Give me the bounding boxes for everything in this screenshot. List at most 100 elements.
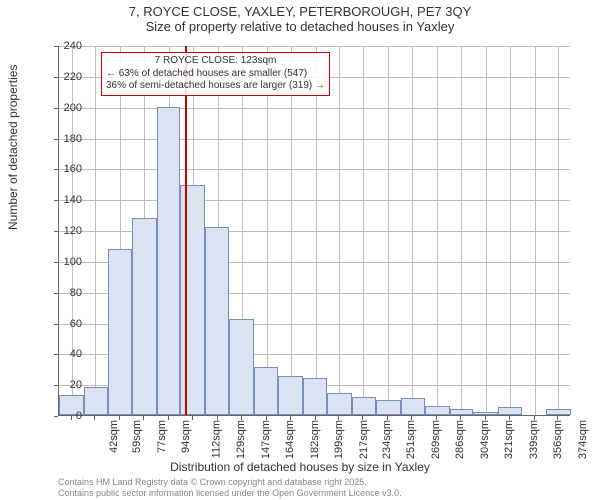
y-tick-mark xyxy=(54,416,58,417)
chart-title-block: 7, ROYCE CLOSE, YAXLEY, PETERBOROUGH, PE… xyxy=(0,4,600,34)
gridline-h xyxy=(59,139,570,140)
gridline-h xyxy=(59,200,570,201)
annotation-box: 7 ROYCE CLOSE: 123sqm← 63% of detached h… xyxy=(101,52,330,96)
plot-area: 7 ROYCE CLOSE: 123sqm← 63% of detached h… xyxy=(58,46,570,416)
gridline-v xyxy=(486,46,487,415)
x-tick-mark xyxy=(143,416,144,420)
x-tick-label: 251sqm xyxy=(405,420,417,459)
gridline-v xyxy=(412,46,413,415)
gridline-h xyxy=(59,108,570,109)
histogram-bar xyxy=(132,218,157,415)
chart-title-main: 7, ROYCE CLOSE, YAXLEY, PETERBOROUGH, PE… xyxy=(0,4,600,19)
x-tick-label: 182sqm xyxy=(309,420,321,459)
x-tick-label: 304sqm xyxy=(479,420,491,459)
x-tick-mark xyxy=(217,416,218,420)
x-tick-mark xyxy=(387,416,388,420)
x-tick-mark xyxy=(71,416,72,420)
footer-attribution: Contains HM Land Registry data © Crown c… xyxy=(58,477,402,498)
histogram-bar xyxy=(157,107,181,415)
x-tick-mark xyxy=(192,416,193,420)
x-tick-mark xyxy=(534,416,535,420)
gridline-v xyxy=(267,46,268,415)
y-tick-mark xyxy=(54,324,58,325)
x-tick-label: 94sqm xyxy=(180,420,192,453)
x-tick-mark xyxy=(436,416,437,420)
gridline-v xyxy=(363,46,364,415)
x-tick-label: 234sqm xyxy=(382,420,394,459)
gridline-v xyxy=(339,46,340,415)
y-tick-mark xyxy=(54,293,58,294)
histogram-bar xyxy=(303,378,327,415)
histogram-bar xyxy=(473,412,498,415)
histogram-bar xyxy=(278,376,303,415)
x-tick-label: 199sqm xyxy=(333,420,345,459)
y-axis-label: Number of detached properties xyxy=(6,65,20,230)
histogram-bar xyxy=(205,227,229,415)
x-tick-mark xyxy=(557,416,558,420)
y-tick-mark xyxy=(54,169,58,170)
annotation-line-3: 36% of semi-detached houses are larger (… xyxy=(106,80,325,93)
histogram-bar xyxy=(254,367,278,415)
x-tick-label: 217sqm xyxy=(358,420,370,459)
y-tick-mark xyxy=(54,262,58,263)
y-tick-mark xyxy=(54,231,58,232)
gridline-h xyxy=(59,46,570,47)
gridline-v xyxy=(461,46,462,415)
x-tick-mark xyxy=(290,416,291,420)
x-tick-mark xyxy=(362,416,363,420)
y-tick-mark xyxy=(54,77,58,78)
gridline-v xyxy=(316,46,317,415)
x-tick-mark xyxy=(168,416,169,420)
x-tick-label: 321sqm xyxy=(503,420,515,459)
histogram-bar xyxy=(546,409,571,415)
y-tick-mark xyxy=(54,200,58,201)
x-tick-mark xyxy=(338,416,339,420)
x-tick-label: 112sqm xyxy=(211,420,223,458)
x-tick-label: 59sqm xyxy=(131,420,143,453)
footer-line-2: Contains public sector information licen… xyxy=(58,488,402,498)
histogram-bar xyxy=(84,387,108,415)
histogram-bar xyxy=(450,409,474,415)
y-tick-mark xyxy=(54,139,58,140)
gridline-v xyxy=(558,46,559,415)
gridline-v xyxy=(510,46,511,415)
histogram-bar xyxy=(401,398,425,415)
footer-line-1: Contains HM Land Registry data © Crown c… xyxy=(58,477,402,487)
gridline-h xyxy=(59,169,570,170)
histogram-bar xyxy=(352,397,376,416)
gridline-v xyxy=(535,46,536,415)
x-tick-label: 269sqm xyxy=(430,420,442,459)
histogram-bar xyxy=(376,400,401,415)
x-axis-label: Distribution of detached houses by size … xyxy=(0,460,600,474)
x-tick-mark xyxy=(266,416,267,420)
x-tick-mark xyxy=(485,416,486,420)
y-tick-mark xyxy=(54,354,58,355)
x-tick-mark xyxy=(460,416,461,420)
x-tick-mark xyxy=(509,416,510,420)
gridline-v xyxy=(388,46,389,415)
x-tick-mark xyxy=(94,416,95,420)
x-tick-mark xyxy=(411,416,412,420)
gridline-v xyxy=(291,46,292,415)
x-tick-label: 42sqm xyxy=(108,420,120,453)
x-tick-label: 129sqm xyxy=(235,420,247,459)
x-tick-label: 356sqm xyxy=(552,420,564,459)
x-tick-label: 286sqm xyxy=(454,420,466,459)
x-tick-mark xyxy=(315,416,316,420)
gridline-v xyxy=(437,46,438,415)
x-tick-mark xyxy=(119,416,120,420)
histogram-bar xyxy=(229,319,254,415)
histogram-bar xyxy=(108,249,132,416)
histogram-bar xyxy=(425,406,450,415)
marker-line xyxy=(185,46,187,415)
y-tick-mark xyxy=(54,46,58,47)
histogram-bar xyxy=(327,393,352,415)
y-tick-mark xyxy=(54,385,58,386)
annotation-line-1: 7 ROYCE CLOSE: 123sqm xyxy=(106,55,325,68)
histogram-bar xyxy=(498,407,522,415)
annotation-line-2: ← 63% of detached houses are smaller (54… xyxy=(106,68,325,81)
y-tick-mark xyxy=(54,108,58,109)
x-tick-label: 164sqm xyxy=(284,420,296,459)
x-tick-label: 77sqm xyxy=(156,420,168,453)
x-tick-mark xyxy=(241,416,242,420)
